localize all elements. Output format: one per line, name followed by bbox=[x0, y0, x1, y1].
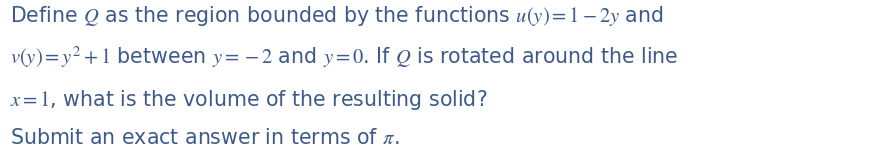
Text: Submit an exact answer in terms of $\pi$.: Submit an exact answer in terms of $\pi$… bbox=[10, 128, 400, 148]
Text: Define $Q$ as the region bounded by the functions $u(y) = 1 - 2y$ and: Define $Q$ as the region bounded by the … bbox=[10, 4, 664, 28]
Text: $x = 1$, what is the volume of the resulting solid?: $x = 1$, what is the volume of the resul… bbox=[10, 88, 488, 112]
Text: $v(y) = y^2 + 1$ between $y = -2$ and $y = 0$. If $Q$ is rotated around the line: $v(y) = y^2 + 1$ between $y = -2$ and $y… bbox=[10, 45, 679, 70]
